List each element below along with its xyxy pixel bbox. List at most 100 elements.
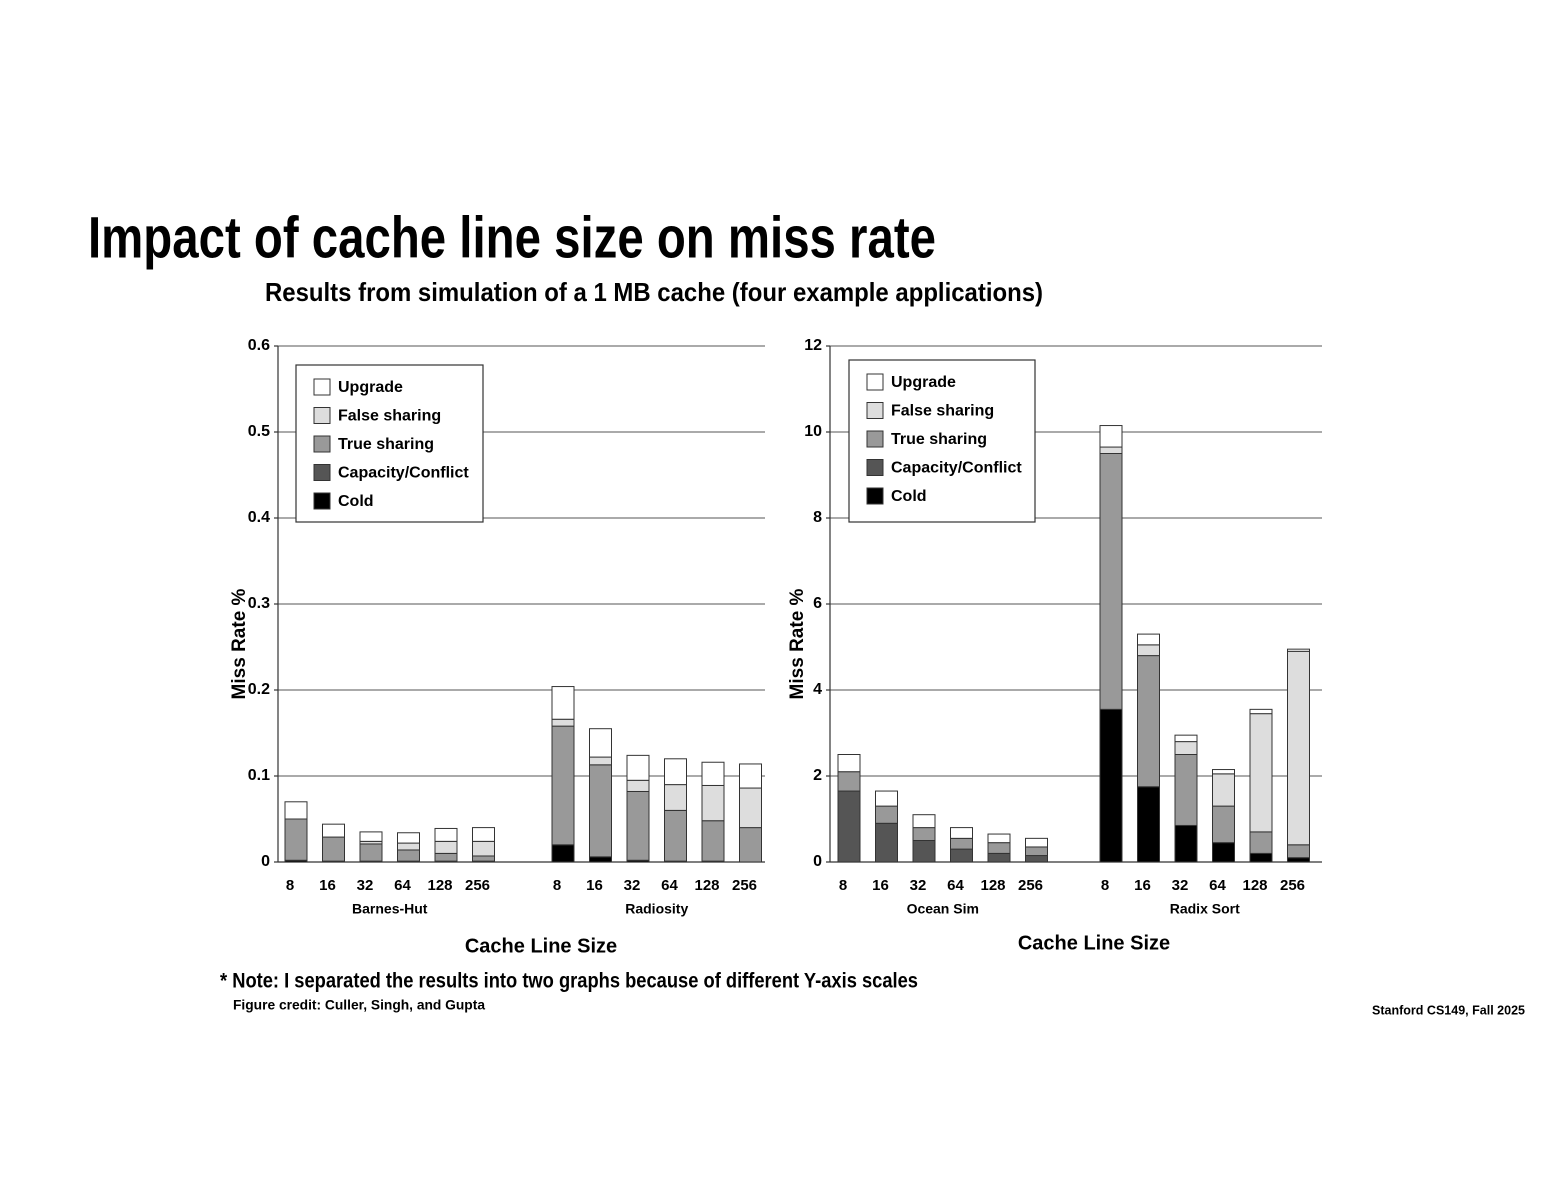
legend-swatch xyxy=(313,378,331,396)
x-axis-label: Cache Line Size xyxy=(1018,932,1170,954)
bar-segment xyxy=(1099,708,1123,863)
x-tick-label: 16 xyxy=(586,877,603,894)
x-tick-label: 128 xyxy=(1242,877,1267,894)
bar-segment xyxy=(551,686,575,720)
y-axis-label: Miss Rate % xyxy=(787,588,808,699)
bar-segment xyxy=(1174,734,1198,743)
bar-segment xyxy=(434,827,458,842)
x-tick-label: 256 xyxy=(465,877,490,894)
bar-segment xyxy=(1025,846,1048,857)
bar-segment xyxy=(912,814,936,829)
bar-segment xyxy=(589,856,612,863)
x-tick-label: 16 xyxy=(872,877,889,894)
bar-segment xyxy=(397,842,420,851)
y-tick-label: 10 xyxy=(804,423,822,440)
bar-segment xyxy=(1212,842,1235,863)
bar-segment xyxy=(1212,773,1235,807)
bar-segment xyxy=(664,784,687,811)
bar-segment xyxy=(1174,824,1198,863)
bar-segment xyxy=(397,849,420,862)
bar-segment xyxy=(837,754,861,773)
bar-segment xyxy=(626,790,650,861)
x-tick-label: 256 xyxy=(1280,877,1305,894)
bar-segment xyxy=(1099,425,1123,448)
bar-segment xyxy=(359,831,383,842)
bar-segment xyxy=(551,725,575,846)
bar-segment xyxy=(1287,648,1310,652)
legend-label: Upgrade xyxy=(338,379,403,396)
y-tick-label: 0.5 xyxy=(248,423,270,440)
bar-segment xyxy=(1137,644,1160,657)
y-tick-label: 6 xyxy=(813,595,822,612)
bar-segment xyxy=(1287,650,1310,846)
bar-segment xyxy=(589,756,612,766)
bar-segment xyxy=(950,848,973,863)
legend-swatch xyxy=(866,373,884,391)
bar-segment xyxy=(322,836,345,862)
y-tick-label: 0 xyxy=(261,853,270,870)
bar-segment xyxy=(1099,453,1123,710)
y-tick-label: 12 xyxy=(804,337,822,354)
legend-label: Upgrade xyxy=(891,374,956,391)
group-label: Barnes-Hut xyxy=(352,901,428,917)
bar-segment xyxy=(950,827,973,839)
x-tick-label: 32 xyxy=(357,877,374,894)
x-tick-label: 16 xyxy=(319,877,336,894)
bar-segment xyxy=(551,718,575,727)
legend-swatch xyxy=(866,459,884,476)
bar-segment xyxy=(739,827,762,863)
y-tick-label: 2 xyxy=(813,767,822,784)
bar-segment xyxy=(1025,837,1048,848)
bar-segment xyxy=(472,840,495,857)
y-tick-label: 0.2 xyxy=(248,681,270,698)
x-tick-label: 128 xyxy=(694,877,719,894)
bar-segment xyxy=(1287,844,1310,859)
bar-segment xyxy=(397,832,420,844)
bar-segment xyxy=(912,840,936,863)
bar-segment xyxy=(837,790,861,863)
legend-swatch xyxy=(866,402,884,419)
bar-segment xyxy=(626,754,650,781)
x-tick-label: 64 xyxy=(1209,877,1226,894)
bar-segment xyxy=(1099,446,1123,454)
x-tick-label: 8 xyxy=(286,877,294,894)
group-label: Radix Sort xyxy=(1170,901,1240,917)
bar-segment xyxy=(1025,855,1048,863)
slide-title: Impact of cache line size on miss rate xyxy=(88,205,936,270)
y-tick-label: 0 xyxy=(813,853,822,870)
x-tick-label: 8 xyxy=(1101,877,1109,894)
bar-segment xyxy=(664,758,687,786)
bar-segment xyxy=(837,771,861,792)
x-tick-label: 32 xyxy=(1172,877,1189,894)
bar-segment xyxy=(434,852,458,862)
bar-segment xyxy=(284,801,308,820)
credit: Figure credit: Culler, Singh, and Gupta xyxy=(233,997,485,1013)
bar-segment xyxy=(1287,857,1310,863)
legend-label: Cold xyxy=(891,488,927,505)
legend-swatch xyxy=(313,435,331,453)
x-tick-label: 32 xyxy=(910,877,927,894)
y-tick-label: 4 xyxy=(813,681,822,698)
footer: Stanford CS149, Fall 2025 xyxy=(1372,1002,1525,1017)
bar-segment xyxy=(1212,769,1235,775)
y-tick-label: 8 xyxy=(813,509,822,526)
x-tick-label: 256 xyxy=(1018,877,1043,894)
x-tick-label: 8 xyxy=(839,877,847,894)
x-tick-label: 32 xyxy=(624,877,641,894)
legend-label: True sharing xyxy=(338,436,434,453)
x-tick-label: 8 xyxy=(553,877,561,894)
x-tick-label: 16 xyxy=(1134,877,1151,894)
bar-segment xyxy=(1249,852,1273,863)
bar-segment xyxy=(987,852,1011,863)
bar-segment xyxy=(434,840,458,854)
bar-segment xyxy=(589,728,612,758)
bar-segment xyxy=(875,790,898,807)
legend-swatch xyxy=(866,487,884,505)
bar-segment xyxy=(987,842,1011,854)
bar-segment xyxy=(284,818,308,861)
y-tick-label: 0.1 xyxy=(248,767,270,784)
bar-segment xyxy=(1212,805,1235,844)
legend-swatch xyxy=(313,464,331,481)
bar-segment xyxy=(739,787,762,829)
y-axis-label: Miss Rate % xyxy=(229,588,250,699)
